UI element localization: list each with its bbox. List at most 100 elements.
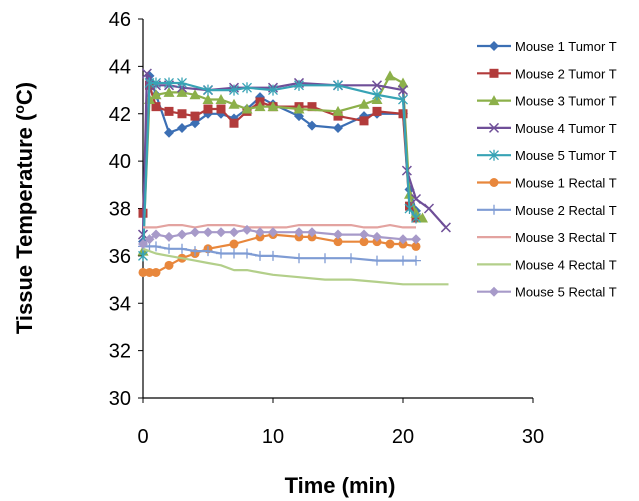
data-point <box>440 222 451 233</box>
data-point <box>229 239 239 249</box>
y-tick-label: 44 <box>109 56 131 78</box>
data-point <box>242 82 252 94</box>
legend-label: Mouse 4 Tumor T <box>515 121 617 136</box>
data-point <box>229 248 239 259</box>
y-tick-label: 42 <box>109 104 131 126</box>
data-point <box>141 68 152 79</box>
data-point <box>203 104 213 114</box>
data-point <box>164 231 174 242</box>
legend-item: Mouse 5 Rectal T <box>477 285 617 300</box>
data-point <box>216 248 226 259</box>
legend-item: Mouse 1 Rectal T <box>477 176 617 191</box>
legend-item: Mouse 5 Tumor T <box>477 148 617 163</box>
y-tick-label: 40 <box>109 151 131 173</box>
data-point <box>216 227 226 238</box>
data-point <box>294 253 304 264</box>
data-point <box>372 89 382 101</box>
data-point <box>203 227 213 238</box>
series-line <box>143 224 416 229</box>
data-point <box>164 260 174 270</box>
data-point <box>144 234 155 245</box>
data-point <box>294 227 304 238</box>
plot-series <box>137 68 451 286</box>
legend-item: Mouse 3 Tumor T <box>477 94 617 109</box>
data-point <box>241 103 253 114</box>
x-axis-title: Time (min) <box>285 473 396 498</box>
data-point <box>242 224 252 235</box>
data-point <box>177 229 187 240</box>
data-point <box>397 77 409 88</box>
data-point <box>423 203 435 214</box>
legend-item: Mouse 3 Rectal T <box>477 230 617 245</box>
legend-swatch-marker <box>489 149 499 161</box>
data-point <box>385 239 395 249</box>
legend-label: Mouse 4 Rectal T <box>515 257 617 272</box>
data-point <box>177 109 187 119</box>
y-tick-label: 38 <box>109 199 131 221</box>
data-point <box>151 229 161 240</box>
data-point <box>229 84 239 96</box>
x-tick-labels: 0 10 20 30 <box>137 426 544 448</box>
data-point <box>333 111 343 121</box>
data-point <box>333 229 343 240</box>
data-point <box>320 253 330 264</box>
legend-item: Mouse 2 Rectal T <box>477 203 617 218</box>
data-point <box>333 122 343 133</box>
data-point <box>151 77 161 89</box>
data-point <box>151 102 161 112</box>
data-point <box>294 111 304 122</box>
data-point <box>176 86 188 97</box>
data-point <box>177 77 187 89</box>
legend-swatch-marker <box>488 122 500 133</box>
legend: Mouse 1 Tumor T Mouse 2 Tumor T Mouse 3 Tu… <box>477 39 617 300</box>
data-point <box>177 122 187 133</box>
legend-swatch-marker <box>489 178 499 187</box>
data-point <box>242 248 252 259</box>
legend-swatch-marker <box>489 68 499 78</box>
data-point <box>293 103 305 114</box>
y-tick-label: 34 <box>109 293 131 315</box>
series-9 <box>142 247 449 286</box>
data-point <box>229 227 239 238</box>
data-point <box>228 98 240 109</box>
data-point <box>189 89 201 100</box>
data-point <box>190 111 200 121</box>
data-point <box>346 253 356 264</box>
data-point <box>203 84 213 96</box>
y-axis-title-sup: o <box>11 105 27 114</box>
data-point <box>145 267 154 277</box>
legend-swatch-marker <box>489 204 499 215</box>
legend-item: Mouse 1 Tumor T <box>477 39 617 54</box>
y-tick-label: 46 <box>109 9 131 31</box>
data-point <box>190 246 200 257</box>
data-point <box>371 80 383 91</box>
y-tick-label: 36 <box>109 246 131 268</box>
y-tick-label: 30 <box>109 388 131 410</box>
x-tick-label: 10 <box>262 426 284 448</box>
data-point <box>267 101 279 112</box>
series-line <box>141 72 447 235</box>
data-point <box>215 94 227 105</box>
y-axis-title-tail: C) <box>12 82 37 105</box>
series-10 <box>138 224 421 250</box>
series-8 <box>143 224 416 229</box>
legend-label: Mouse 1 Tumor T <box>515 39 617 54</box>
data-point <box>411 234 421 245</box>
data-point <box>333 237 343 247</box>
axes <box>138 18 534 403</box>
data-point <box>163 86 175 97</box>
data-point <box>138 267 148 277</box>
data-point <box>150 89 162 100</box>
data-point <box>410 193 422 205</box>
y-axis-title-main: Tissue Temperature ( <box>12 113 37 334</box>
data-point <box>268 84 278 96</box>
data-point <box>332 105 344 116</box>
data-point <box>372 255 382 266</box>
series-line <box>141 84 417 219</box>
data-point <box>164 127 174 138</box>
legend-item: Mouse 4 Tumor T <box>477 121 617 136</box>
data-point <box>307 102 317 112</box>
legend-swatch-marker <box>489 286 499 297</box>
data-point <box>307 227 317 238</box>
legend-label: Mouse 5 Tumor T <box>515 148 617 163</box>
